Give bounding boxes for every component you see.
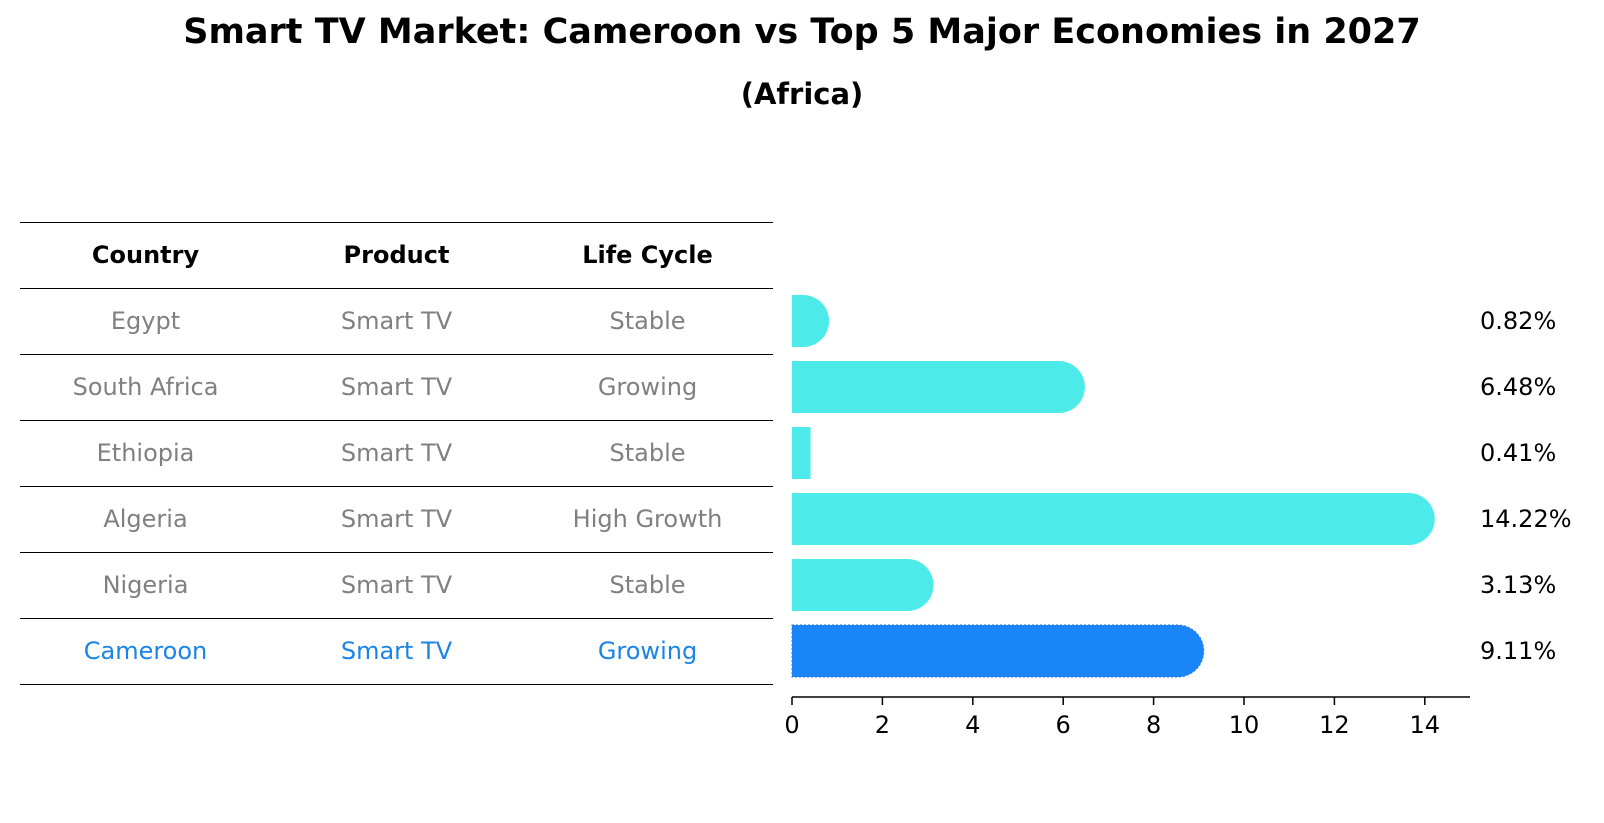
data-label: 0.82% xyxy=(1480,307,1556,335)
bar xyxy=(792,493,1435,545)
data-label: 0.41% xyxy=(1480,439,1556,467)
table-row: Algeria Smart TV High Growth xyxy=(20,486,773,552)
data-label: 9.11% xyxy=(1480,637,1556,665)
bar xyxy=(792,427,811,479)
table-rule xyxy=(20,618,773,619)
cell-life-cycle: Growing xyxy=(597,637,698,665)
bar-highlight xyxy=(791,624,1205,678)
table-rule xyxy=(20,354,773,355)
chart-subtitle: (Africa) xyxy=(740,77,864,111)
bar xyxy=(792,295,830,347)
cell-life-cycle: Stable xyxy=(609,571,686,599)
cell-life-cycle: High Growth xyxy=(572,505,723,533)
header-life-cycle: Life Cycle xyxy=(582,241,713,269)
table-header-row: Country Product Life Cycle xyxy=(20,222,773,288)
table-rule xyxy=(20,552,773,553)
cell-product: Smart TV xyxy=(340,307,453,335)
table-row-highlight: Cameroon Smart TV Growing xyxy=(20,618,773,684)
bar xyxy=(792,361,1085,413)
cell-life-cycle: Stable xyxy=(609,307,686,335)
table-row: South Africa Smart TV Growing xyxy=(20,354,773,420)
x-tick-label: 0 xyxy=(784,711,799,739)
chart-title: Smart TV Market: Cameroon vs Top 5 Major… xyxy=(183,12,1421,52)
cell-product: Smart TV xyxy=(340,571,453,599)
table-rule xyxy=(20,288,773,289)
data-label: 3.13% xyxy=(1480,571,1556,599)
table-rule xyxy=(20,420,773,421)
data-label: 6.48% xyxy=(1480,373,1556,401)
table-row: Ethiopia Smart TV Stable xyxy=(20,420,773,486)
x-tick-label: 4 xyxy=(965,711,980,739)
x-tick-label: 14 xyxy=(1410,711,1441,739)
header-country: Country xyxy=(91,241,200,269)
x-tick-label: 10 xyxy=(1229,711,1260,739)
cell-product: Smart TV xyxy=(340,373,453,401)
cell-life-cycle: Stable xyxy=(609,439,686,467)
table-row: Egypt Smart TV Stable xyxy=(20,288,773,354)
data-label: 14.22% xyxy=(1480,505,1572,533)
cell-country: South Africa xyxy=(72,373,219,401)
table-row: Nigeria Smart TV Stable xyxy=(20,552,773,618)
cell-country: Cameroon xyxy=(83,637,208,665)
cell-product: Smart TV xyxy=(340,439,453,467)
cell-country: Egypt xyxy=(110,307,181,335)
x-tick-label: 12 xyxy=(1319,711,1350,739)
cell-life-cycle: Growing xyxy=(597,373,698,401)
table-rule xyxy=(20,222,773,223)
table-rule xyxy=(20,486,773,487)
x-tick-label: 8 xyxy=(1146,711,1161,739)
table-rule xyxy=(20,684,773,685)
cell-product: Smart TV xyxy=(340,505,453,533)
cell-country: Algeria xyxy=(103,505,188,533)
cell-country: Ethiopia xyxy=(96,439,195,467)
x-tick-label: 6 xyxy=(1056,711,1071,739)
bar xyxy=(792,559,934,611)
cell-country: Nigeria xyxy=(102,571,189,599)
cell-product: Smart TV xyxy=(340,637,453,665)
header-product: Product xyxy=(343,241,450,269)
x-tick-label: 2 xyxy=(875,711,890,739)
